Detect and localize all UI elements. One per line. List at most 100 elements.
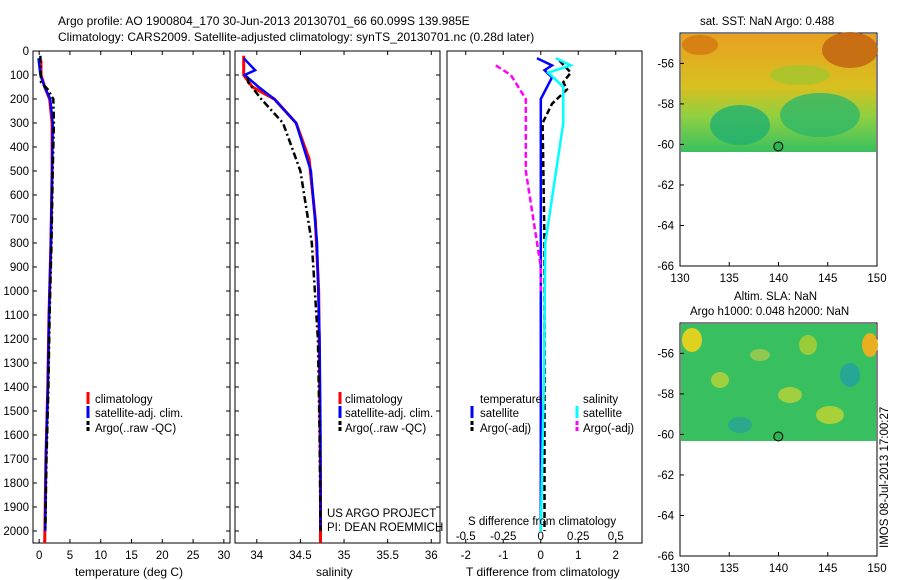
salinity-xlabel: salinity bbox=[316, 565, 353, 579]
sst-y-ticks: -56 -58 -60 -62 -64 -66 bbox=[657, 58, 684, 273]
map-x-tick-label: 140 bbox=[769, 273, 788, 285]
sla-argo-position-marker bbox=[773, 431, 784, 442]
x-tick-label: 30 bbox=[217, 550, 230, 562]
y-tick-label: 700 bbox=[10, 214, 29, 226]
map-y-tick-label: -60 bbox=[657, 429, 674, 441]
y-tick-label: 1200 bbox=[3, 334, 29, 346]
figure-title-line1: Argo profile: AO 1900804_170 30-Jun-2013… bbox=[58, 14, 470, 28]
y-tick-label: 1800 bbox=[3, 478, 29, 490]
legend-sal-header: salinity bbox=[583, 394, 618, 406]
y-tick-label: 400 bbox=[10, 142, 29, 154]
map-y-tick-label: -64 bbox=[657, 510, 674, 522]
difference-legend: temperature salinity satellite Argo(-adj… bbox=[470, 394, 634, 435]
sst-map-panel: sat. SST: NaN Argo: 0.488 130 135 140 145 15… bbox=[657, 16, 886, 285]
map-x-tick-label: 145 bbox=[818, 273, 837, 285]
temperature-x-ticks: 0 5 10 15 20 25 30 bbox=[36, 51, 230, 562]
sst-map-title: sat. SST: NaN Argo: 0.488 bbox=[700, 16, 834, 28]
y-tick-label: 1300 bbox=[3, 358, 29, 370]
salinity-panel: 34 34.5 35 35.5 36 salinity climatology sate… bbox=[234, 50, 443, 579]
map-x-tick-label: 135 bbox=[720, 273, 739, 285]
temperature-legend: climatology satellite-adj. clim. Argo(..… bbox=[86, 392, 183, 435]
salinity-x-ticks: 34 34.5 35 35.5 36 bbox=[250, 51, 438, 562]
map-y-tick-label: -66 bbox=[657, 261, 674, 273]
y-tick-label: 200 bbox=[10, 94, 29, 106]
temperature-series bbox=[37, 55, 56, 544]
sla-map-title-line1: Altim. SLA: NaN bbox=[734, 291, 817, 303]
project-note-line2: PI: DEAN ROEMMICH bbox=[327, 522, 443, 534]
imos-watermark: IMOS 08-Jul-2013 17:00:27 bbox=[879, 407, 891, 548]
map-y-tick-label: -58 bbox=[657, 389, 674, 401]
map-y-tick-label: -64 bbox=[657, 220, 674, 232]
sla-heatmap bbox=[681, 324, 878, 441]
top-tick-label: -0.25 bbox=[490, 531, 516, 543]
map-x-tick-label: 145 bbox=[818, 563, 837, 575]
legend-label-climatology: climatology bbox=[95, 394, 153, 406]
series-line-satellite-adj-clim- bbox=[37, 58, 54, 532]
y-tick-label: 1000 bbox=[3, 286, 29, 298]
map-x-tick-label: 140 bbox=[769, 563, 788, 575]
sla-patch bbox=[862, 333, 878, 357]
salinity-series bbox=[242, 55, 322, 543]
sla-patch bbox=[840, 363, 860, 387]
sla-patch bbox=[711, 372, 729, 388]
y-tick-label: 1500 bbox=[3, 406, 29, 418]
map-x-tick-label: 150 bbox=[867, 563, 886, 575]
temperature-xlabel: temperature (deg C) bbox=[75, 565, 183, 579]
sla-patch bbox=[778, 387, 802, 403]
y-tick-label: 900 bbox=[10, 262, 29, 274]
map-y-tick-label: -56 bbox=[657, 348, 674, 360]
map-y-tick-label: -60 bbox=[657, 139, 674, 151]
difference-xlabel: T difference from climatology bbox=[466, 565, 620, 579]
map-x-tick-label: 130 bbox=[670, 273, 689, 285]
sla-map-title-line2: Argo h1000: 0.048 h2000: NaN bbox=[690, 306, 849, 318]
y-tick-label: 800 bbox=[10, 238, 29, 250]
sla-map-panel: Altim. SLA: NaN Argo h1000: 0.048 h2000:… bbox=[657, 291, 886, 575]
difference-panel: -2 -1 0 1 2 S difference from climatology -0… bbox=[446, 50, 643, 579]
series-line-satellite-adj-clim- bbox=[242, 57, 322, 531]
difference-top-label: S difference from climatology bbox=[468, 516, 616, 528]
x-tick-label: -2 bbox=[461, 550, 471, 562]
top-tick-label: 0.25 bbox=[567, 531, 589, 543]
sst-argo-position-marker bbox=[773, 141, 784, 152]
series-line-argo-adj- bbox=[495, 64, 543, 291]
sla-patch bbox=[750, 349, 770, 361]
y-tick-label: 0 bbox=[23, 46, 29, 58]
map-x-tick-label: 130 bbox=[670, 563, 689, 575]
difference-x-ticks: -2 -1 0 1 2 bbox=[461, 51, 619, 562]
x-tick-label: 0 bbox=[538, 550, 544, 562]
legend-label-t-argo: Argo(-adj) bbox=[480, 423, 531, 435]
x-tick-label: 34.5 bbox=[289, 550, 311, 562]
x-tick-label: 36 bbox=[425, 550, 438, 562]
legend-temp-header: temperature bbox=[480, 394, 542, 406]
legend-label-s-satellite: satellite bbox=[583, 408, 622, 420]
x-tick-label: 35.5 bbox=[376, 550, 398, 562]
y-tick-label: 1400 bbox=[3, 382, 29, 394]
x-tick-label: 5 bbox=[67, 550, 73, 562]
x-tick-label: 0 bbox=[36, 550, 42, 562]
map-y-tick-label: -62 bbox=[657, 470, 674, 482]
project-note-line1: US ARGO PROJECT bbox=[327, 508, 436, 520]
sst-heatmap bbox=[681, 32, 878, 152]
top-tick-label: 0 bbox=[538, 531, 544, 543]
sst-warm-patch bbox=[822, 32, 878, 68]
series-line-satellite bbox=[539, 57, 575, 532]
x-tick-label: 2 bbox=[613, 550, 619, 562]
y-tick-label: 500 bbox=[10, 166, 29, 178]
x-tick-label: 15 bbox=[125, 550, 138, 562]
difference-top-ticks: -0.5 -0.25 0 0.25 0.5 bbox=[456, 531, 624, 543]
legend-label-climatology: climatology bbox=[345, 394, 403, 406]
x-tick-label: 35 bbox=[338, 550, 351, 562]
y-tick-label: 100 bbox=[10, 70, 29, 82]
salinity-legend: climatology satellite-adj. clim. Argo(..… bbox=[338, 392, 433, 435]
legend-label-argo: Argo(..raw -QC) bbox=[345, 423, 426, 435]
sla-patch bbox=[799, 335, 817, 355]
series-line-satellite bbox=[536, 57, 555, 531]
temperature-y-ticks: 0 100 200 300 400 500 600 700 800 900 1000 1100 1200… bbox=[3, 46, 230, 538]
top-tick-label: -0.5 bbox=[456, 531, 476, 543]
y-tick-label: 2000 bbox=[3, 526, 29, 538]
legend-label-satellite: satellite-adj. clim. bbox=[345, 408, 433, 420]
legend-label-t-satellite: satellite bbox=[480, 408, 519, 420]
sla-x-ticks: 130 135 140 145 150 bbox=[670, 552, 887, 575]
y-tick-label: 1600 bbox=[3, 430, 29, 442]
temperature-panel: 0100200300400500600700800900100011001200… bbox=[3, 46, 231, 579]
